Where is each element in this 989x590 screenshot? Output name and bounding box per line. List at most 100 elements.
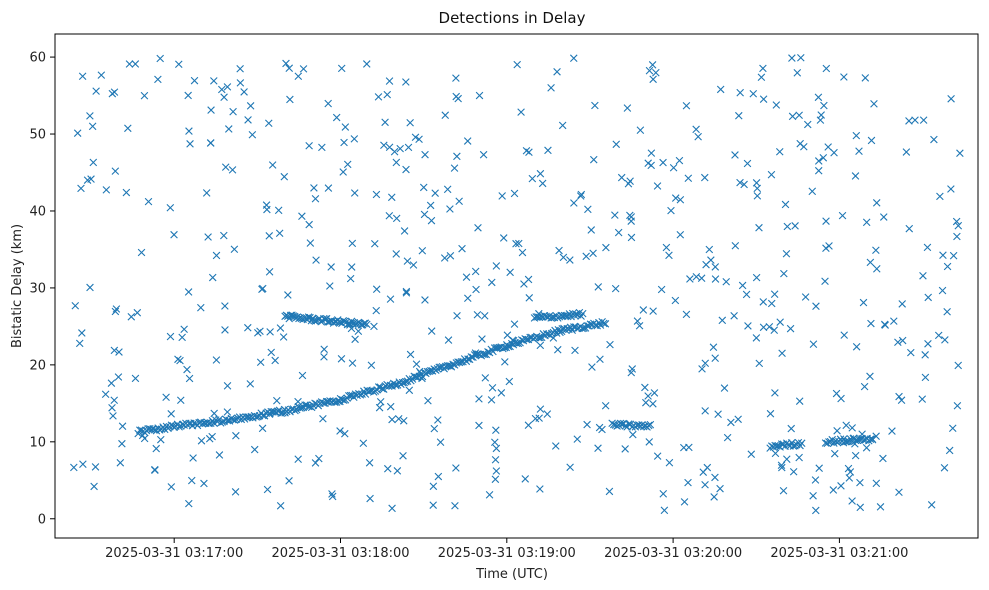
data-point — [559, 253, 568, 262]
data-point — [629, 430, 637, 439]
data-point — [133, 308, 142, 317]
data-point — [184, 288, 193, 296]
data-point — [498, 192, 506, 200]
data-point — [635, 321, 644, 330]
data-point — [660, 506, 669, 515]
data-point — [151, 466, 159, 475]
data-point — [522, 146, 531, 155]
data-point — [797, 53, 805, 62]
data-point — [266, 328, 274, 336]
data-point — [418, 246, 427, 255]
data-point — [390, 147, 399, 156]
x-tick-label: 2025-03-31 03:20:00 — [604, 546, 742, 561]
y-tick-label: 40 — [29, 204, 46, 219]
data-point — [505, 377, 514, 386]
data-point — [649, 400, 657, 408]
data-point — [856, 503, 865, 512]
data-point — [444, 336, 453, 344]
data-point — [244, 116, 252, 124]
data-point — [231, 488, 240, 496]
data-point — [513, 60, 521, 69]
data-point — [644, 392, 652, 400]
data-point — [759, 323, 768, 332]
y-tick-label: 0 — [38, 512, 46, 527]
data-point — [566, 463, 574, 472]
data-point — [472, 285, 480, 294]
data-point — [386, 295, 395, 303]
data-point — [669, 163, 678, 172]
data-point — [75, 339, 84, 348]
data-point — [589, 249, 597, 258]
data-point — [702, 260, 710, 269]
data-point — [528, 174, 537, 183]
data-point — [879, 454, 887, 463]
data-point — [276, 502, 285, 510]
data-point — [480, 312, 489, 320]
data-point — [862, 218, 871, 227]
data-point — [111, 167, 120, 175]
data-point — [492, 426, 500, 434]
data-point — [343, 160, 352, 169]
data-point — [311, 459, 320, 467]
data-point — [144, 197, 153, 206]
data-point — [402, 289, 411, 297]
data-point — [337, 354, 346, 363]
data-point — [118, 439, 126, 448]
data-point — [485, 491, 494, 499]
data-point — [71, 301, 80, 310]
data-point — [919, 272, 927, 280]
data-point — [924, 340, 932, 348]
data-point — [851, 172, 860, 180]
data-point — [594, 444, 602, 453]
data-point — [795, 111, 803, 120]
data-point — [855, 147, 863, 155]
data-point — [731, 151, 739, 159]
data-point — [446, 205, 454, 213]
data-point — [404, 143, 413, 152]
data-point — [921, 373, 930, 382]
data-point — [467, 353, 476, 361]
data-point — [267, 348, 276, 357]
data-point — [403, 257, 412, 265]
data-point — [752, 179, 761, 187]
data-point — [185, 499, 193, 508]
data-point — [755, 359, 764, 368]
data-point — [294, 455, 302, 463]
data-point — [462, 273, 471, 281]
data-point — [650, 389, 659, 397]
data-point — [396, 144, 404, 153]
data-point — [183, 365, 191, 374]
data-point — [236, 79, 245, 87]
data-point — [102, 186, 111, 194]
data-point — [840, 331, 849, 339]
data-point — [310, 184, 318, 192]
data-point — [812, 506, 820, 515]
data-point — [73, 129, 82, 137]
data-point — [424, 396, 432, 405]
data-point — [830, 148, 838, 157]
data-point — [580, 324, 588, 332]
data-point — [167, 410, 175, 418]
data-point — [221, 163, 230, 171]
data-point — [372, 306, 381, 315]
data-point — [778, 463, 786, 472]
data-point — [747, 450, 756, 459]
data-point — [115, 348, 123, 356]
data-point — [187, 476, 196, 485]
data-point — [217, 85, 226, 94]
data-point — [606, 340, 614, 349]
data-point — [450, 164, 459, 172]
data-point — [501, 358, 509, 366]
data-point — [716, 85, 725, 94]
data-point — [475, 91, 484, 100]
data-point — [956, 149, 964, 157]
data-point — [814, 157, 823, 165]
y-tick-label: 30 — [29, 281, 46, 296]
data-point — [298, 212, 306, 221]
data-point — [351, 335, 359, 344]
data-point — [274, 206, 283, 215]
data-point — [220, 231, 228, 240]
data-point — [536, 485, 544, 493]
data-point — [510, 189, 519, 198]
data-point — [789, 467, 798, 476]
